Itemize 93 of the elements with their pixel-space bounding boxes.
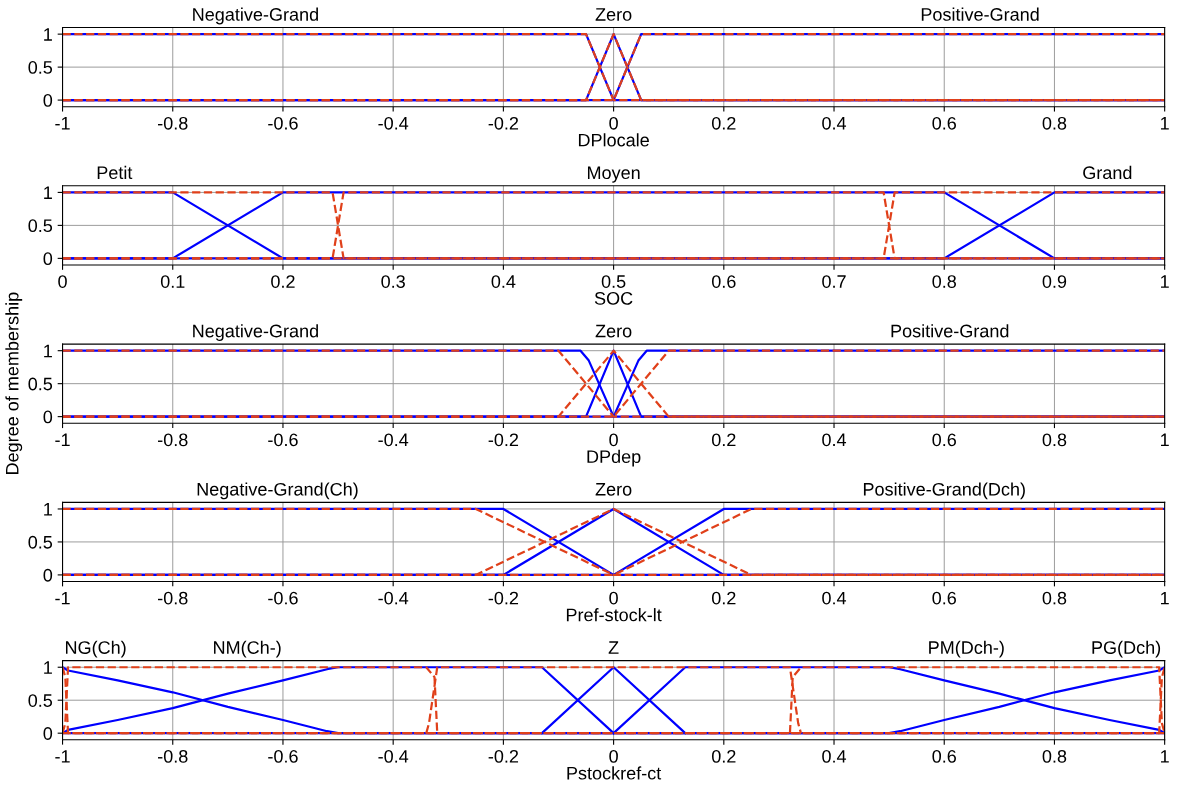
x-tick-label: -0.2: [488, 433, 519, 447]
annotation: Negative-Grand: [193, 324, 318, 341]
x-tick-label: 0.2: [271, 275, 295, 288]
x-tick-label: -0.4: [378, 433, 409, 447]
x-tick-label: -0.2: [488, 116, 519, 130]
x-axis-title: DPdep: [587, 449, 641, 467]
y-tick-label: 0: [43, 568, 53, 582]
x-tick-label: 0.6: [932, 591, 956, 605]
y-tick-label: 0: [43, 94, 53, 107]
x-tick-label: -0.6: [268, 433, 298, 447]
x-tick-label: 1: [1161, 117, 1169, 130]
x-tick-label: -1: [55, 117, 70, 130]
x-tick-label: 0.6: [711, 275, 736, 288]
annotation: Positive-Grand: [891, 324, 1009, 338]
x-tick-label: 0: [58, 275, 67, 288]
x-tick-label: 0.1: [160, 275, 185, 288]
x-tick-label: 0.8: [1042, 749, 1067, 763]
y-tick-label: 0: [43, 252, 53, 266]
x-tick-label: 0.9: [1042, 275, 1067, 288]
x-tick-label: 0.2: [711, 116, 736, 130]
x-tick-label: 0: [609, 749, 618, 763]
x-tick-label: -0.4: [378, 749, 409, 763]
x-tick-label: -0.4: [378, 116, 409, 130]
x-tick-label: 0.4: [822, 749, 847, 763]
y-tick-label: 1: [44, 503, 52, 516]
y-tick-label: 0.5: [28, 377, 53, 391]
x-tick-label: -0.8: [158, 433, 188, 447]
annotation: Grand: [1083, 165, 1132, 180]
x-tick-label: 0.6: [932, 116, 956, 130]
annotation: Negative-Grand(Ch): [197, 482, 358, 500]
y-axis-title: Degree of membership: [5, 292, 23, 474]
x-tick-label: 0.2: [711, 591, 736, 605]
y-tick-label: 0.5: [28, 61, 53, 74]
y-tick-label: 0: [43, 410, 53, 424]
y-tick-label: 1: [44, 661, 52, 674]
x-tick-label: 0.8: [1042, 433, 1067, 447]
x-tick-label: 1: [1161, 275, 1169, 288]
annotation: NG(Ch): [65, 640, 126, 658]
y-tick-label: 0: [43, 727, 53, 740]
x-tick-label: 0.8: [1042, 116, 1067, 130]
x-tick-label: 1: [1161, 433, 1169, 447]
y-tick-label: 1: [44, 344, 52, 358]
x-tick-label: 0.4: [491, 275, 516, 288]
x-tick-label: -0.6: [268, 591, 298, 605]
x-tick-label: 0.7: [822, 275, 846, 288]
annotation: Z: [608, 641, 619, 654]
x-tick-label: 1: [1161, 591, 1169, 605]
x-tick-label: -1: [55, 591, 70, 605]
annotation: Negative-Grand: [193, 7, 318, 25]
x-tick-label: 0.2: [711, 433, 736, 447]
y-tick-label: 0.5: [28, 535, 53, 549]
x-tick-label: -0.8: [158, 591, 188, 605]
x-tick-label: -0.2: [488, 591, 519, 605]
x-tick-label: 0.2: [711, 749, 736, 763]
annotation: PM(Dch-): [929, 640, 1004, 658]
y-tick-label: 0.5: [28, 694, 53, 707]
x-tick-label: 0.5: [601, 275, 626, 288]
x-tick-label: 1: [1161, 750, 1169, 763]
annotation: Positive-Grand: [921, 7, 1039, 21]
x-tick-label: 0.4: [822, 433, 847, 447]
annotation: Zero: [595, 8, 632, 21]
annotation: Zero: [595, 483, 632, 496]
x-tick-label: -0.8: [158, 749, 188, 763]
annotation: PG(Dch): [1092, 640, 1161, 658]
y-tick-label: 0.5: [28, 219, 53, 233]
y-tick-label: 1: [44, 186, 52, 199]
x-tick-label: 0.3: [381, 275, 405, 288]
x-tick-label: 0: [609, 591, 618, 605]
x-axis-title: Pref-stock-lt: [566, 608, 662, 622]
x-tick-label: -1: [55, 433, 70, 447]
x-tick-label: -1: [55, 750, 70, 763]
x-axis-title: SOC: [594, 291, 633, 305]
x-tick-label: 0.6: [932, 433, 956, 447]
annotation: Zero: [595, 324, 632, 338]
annotation: Positive-Grand(Dch): [863, 482, 1025, 500]
x-tick-label: -0.8: [158, 116, 188, 130]
x-tick-label: -0.6: [268, 749, 298, 763]
x-tick-label: 0.8: [1042, 591, 1067, 605]
annotation: NM(Ch-): [214, 640, 281, 658]
annotation: Moyen: [587, 166, 640, 183]
annotation: Petit: [97, 165, 133, 180]
x-tick-label: 0.6: [932, 749, 956, 763]
x-tick-label: 0: [609, 433, 618, 447]
x-tick-label: 0: [609, 116, 618, 130]
x-tick-label: 0.4: [822, 116, 847, 130]
x-tick-label: 0.4: [822, 591, 847, 605]
x-axis-title: Pstockref-ct: [567, 766, 662, 780]
x-tick-label: -0.4: [378, 591, 409, 605]
x-axis-title: DPlocale: [578, 133, 649, 147]
x-tick-label: -0.6: [268, 116, 298, 130]
x-tick-label: -0.2: [488, 749, 519, 763]
x-tick-label: 0.8: [932, 275, 956, 288]
y-tick-label: 1: [44, 28, 52, 41]
